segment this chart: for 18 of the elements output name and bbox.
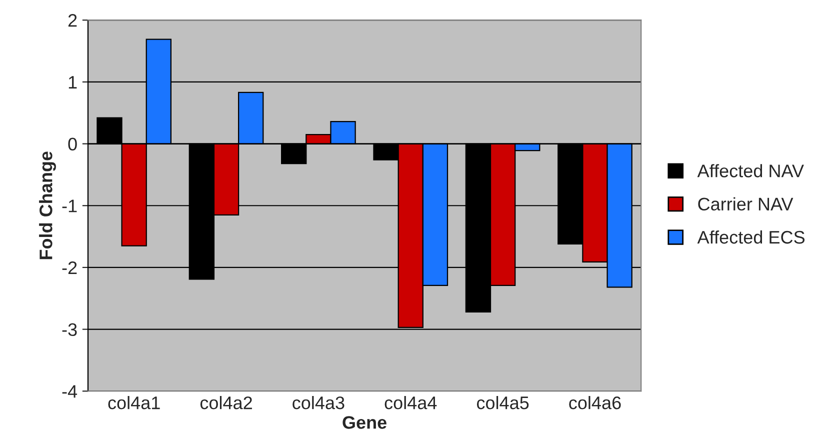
x-tick-label: col4a6 bbox=[569, 396, 621, 410]
x-tick-label: col4a5 bbox=[476, 396, 529, 410]
x-tick-label: col4a4 bbox=[384, 396, 437, 410]
y-tick-label: 1 bbox=[68, 76, 77, 88]
y-tick-label: 0 bbox=[68, 138, 77, 151]
legend-label: Affected ECS bbox=[697, 230, 805, 244]
x-tick-label: col4a2 bbox=[200, 396, 252, 410]
y-tick-label: -1 bbox=[62, 200, 77, 212]
y-tick-label: -2 bbox=[62, 261, 77, 274]
x-tick-label: col4a1 bbox=[108, 396, 160, 410]
y-tick-label: -3 bbox=[62, 323, 77, 336]
x-axis-title: Gene bbox=[342, 416, 386, 429]
legend-label: Carrier NAV bbox=[698, 197, 794, 211]
legend-label: Affected NAV bbox=[697, 164, 804, 178]
y-axis-title: Fold Change bbox=[39, 152, 56, 260]
x-tick-label: col4a3 bbox=[292, 396, 344, 410]
y-tick-label: -4 bbox=[62, 385, 78, 398]
y-tick-label: 2 bbox=[68, 14, 77, 27]
